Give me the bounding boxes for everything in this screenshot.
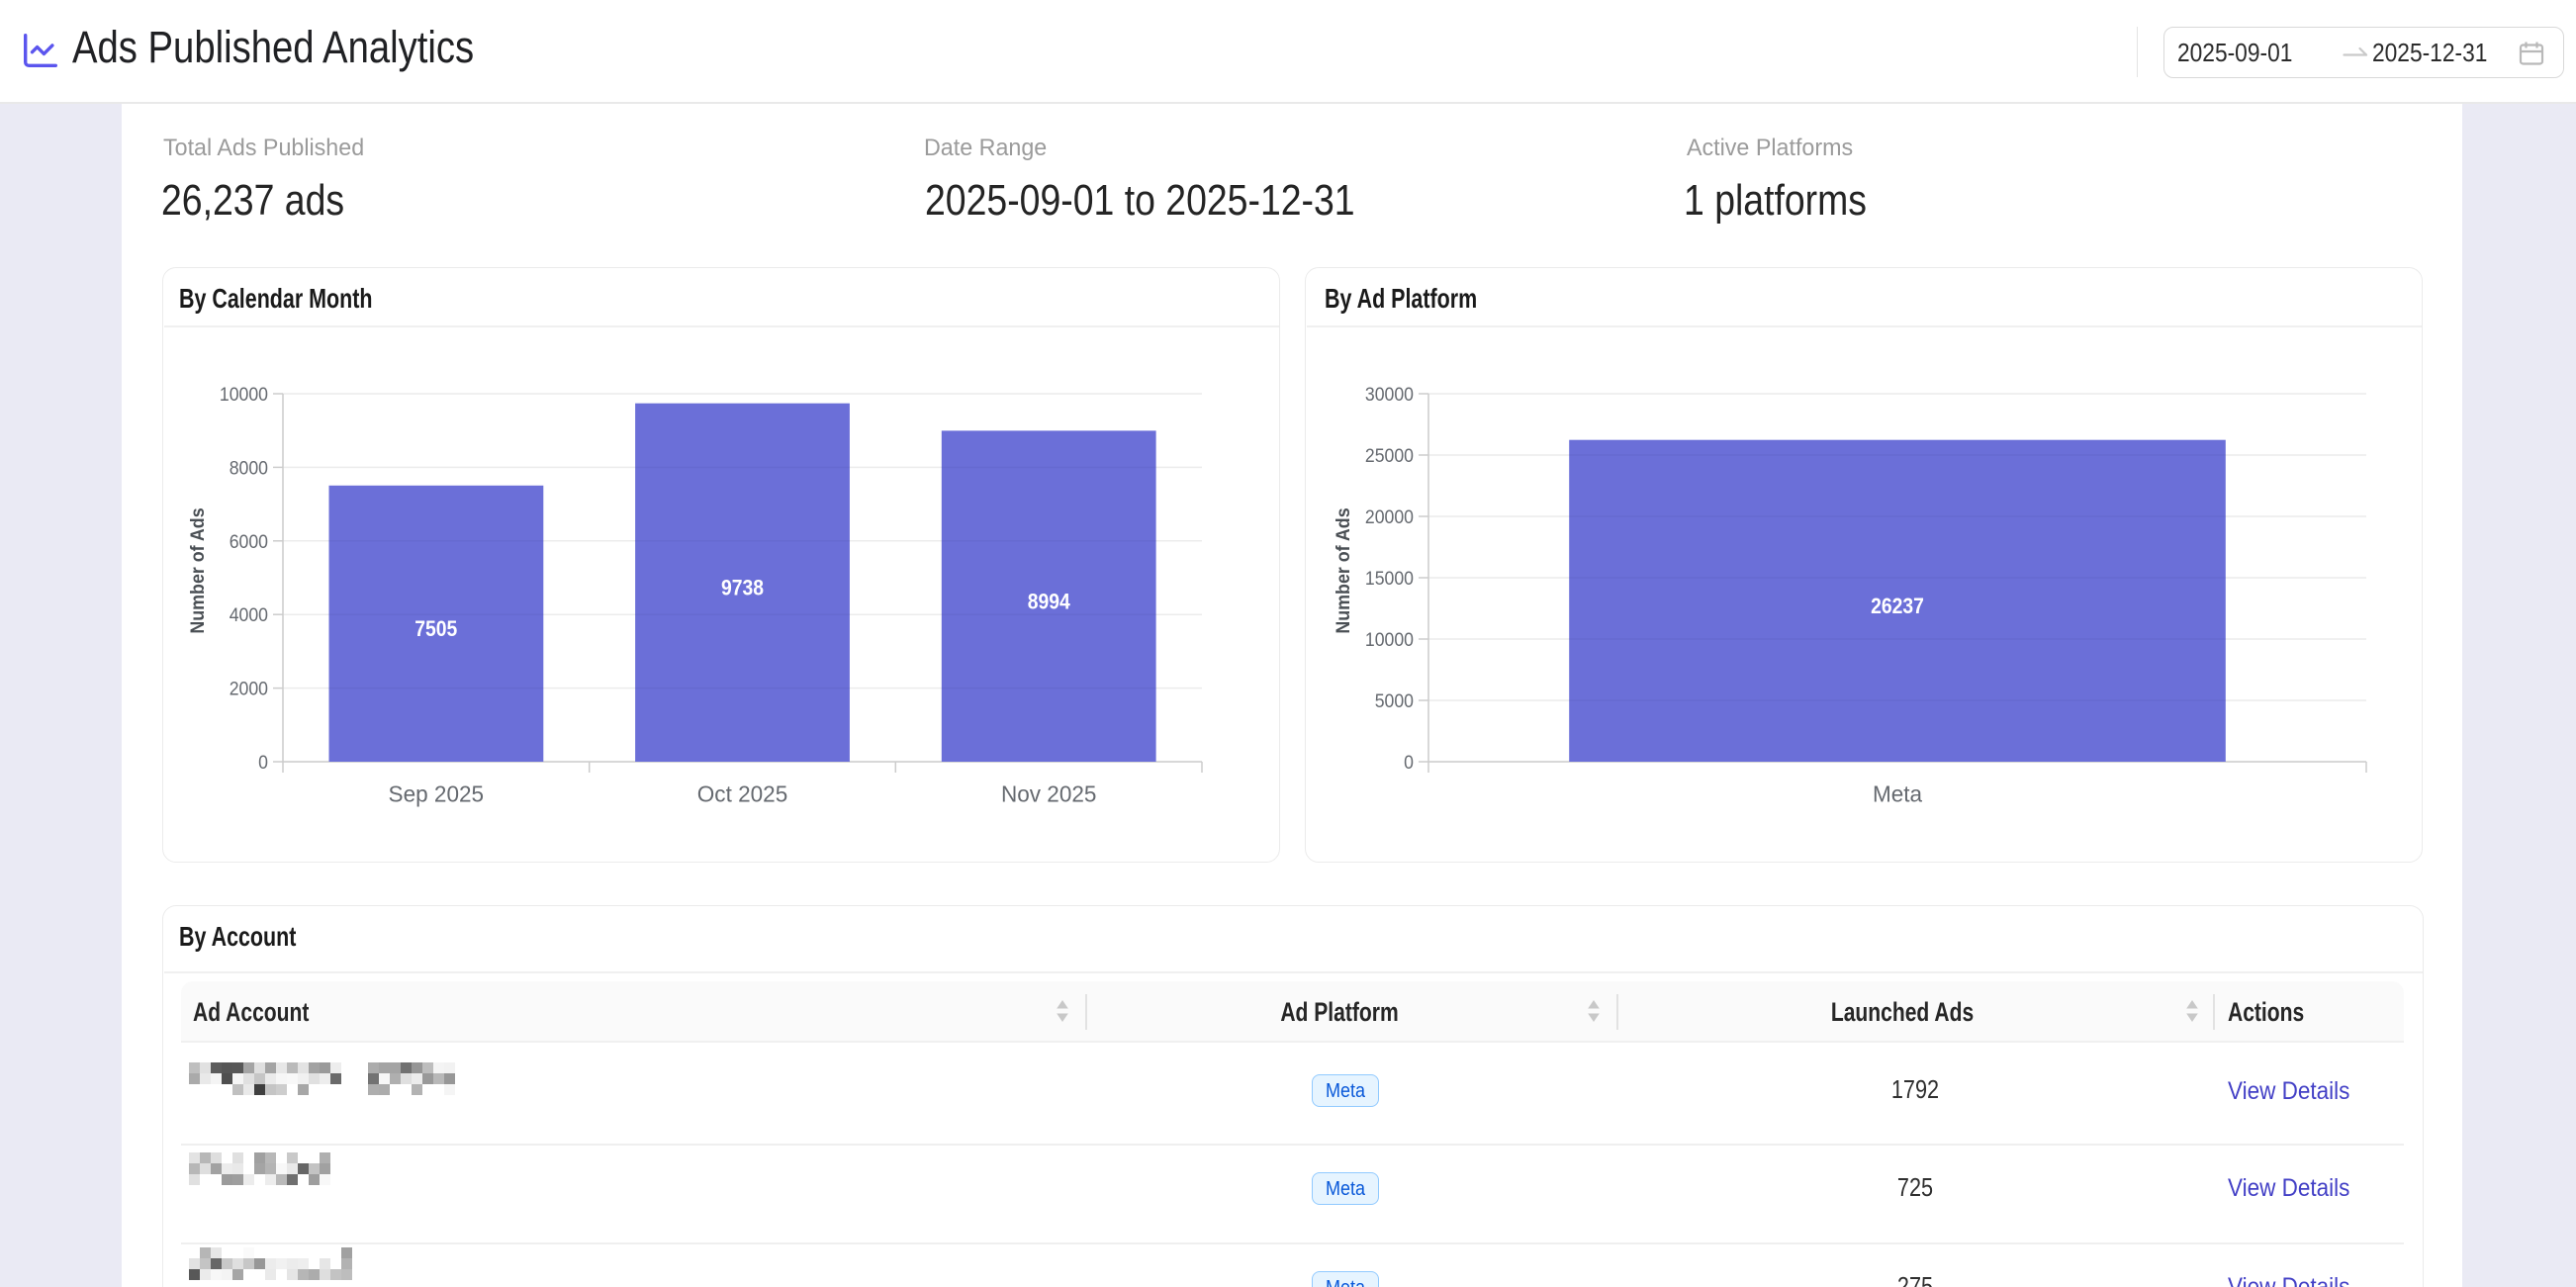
svg-text:25000: 25000 xyxy=(1365,444,1414,466)
svg-text:10000: 10000 xyxy=(1365,628,1414,650)
svg-text:30000: 30000 xyxy=(1365,383,1414,405)
svg-text:9738: 9738 xyxy=(721,576,764,600)
svg-text:Number of Ads: Number of Ads xyxy=(1332,507,1353,633)
svg-text:6000: 6000 xyxy=(230,530,268,552)
svg-text:20000: 20000 xyxy=(1365,506,1414,527)
svg-text:5000: 5000 xyxy=(1375,689,1414,711)
svg-text:8994: 8994 xyxy=(1028,590,1070,614)
svg-text:Meta: Meta xyxy=(1873,781,1922,806)
svg-text:7505: 7505 xyxy=(414,617,457,642)
svg-text:Number of Ads: Number of Ads xyxy=(186,507,208,633)
svg-text:26237: 26237 xyxy=(1871,595,1924,619)
svg-text:Nov 2025: Nov 2025 xyxy=(1001,781,1096,806)
svg-text:0: 0 xyxy=(1404,751,1414,773)
svg-text:0: 0 xyxy=(258,751,268,773)
svg-text:15000: 15000 xyxy=(1365,567,1414,589)
svg-text:4000: 4000 xyxy=(230,604,268,626)
svg-text:8000: 8000 xyxy=(230,457,268,479)
svg-text:2000: 2000 xyxy=(230,678,268,699)
svg-text:10000: 10000 xyxy=(220,383,268,405)
svg-text:Oct 2025: Oct 2025 xyxy=(697,781,787,806)
svg-text:Sep 2025: Sep 2025 xyxy=(389,781,484,806)
